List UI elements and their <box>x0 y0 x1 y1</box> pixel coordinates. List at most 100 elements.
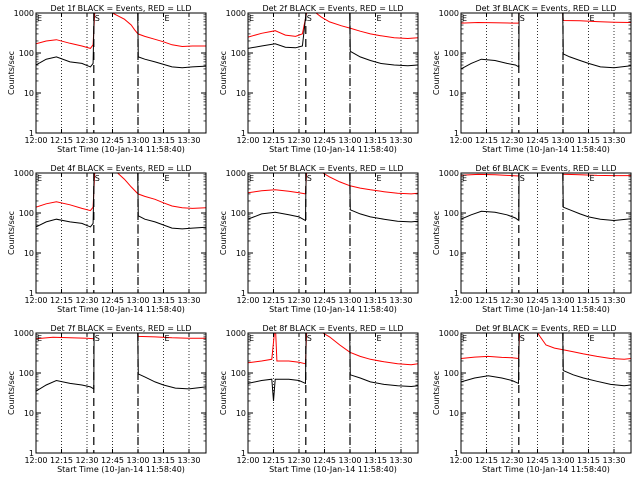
x-tick-label: 13:15 <box>577 456 600 465</box>
y-tick-label: 10 <box>449 249 459 258</box>
lld-series-line <box>461 173 631 177</box>
x-tick-label: 13:00 <box>126 136 149 145</box>
interval-marker-label: S <box>307 334 312 343</box>
interval-marker-label: S <box>307 174 312 183</box>
y-tick-label: 1 <box>241 449 246 458</box>
y-tick-label: 100 <box>231 49 246 58</box>
lld-series-line <box>248 333 418 366</box>
chart-title: Det 2f BLACK = Events, RED = LLD <box>262 4 403 13</box>
x-tick-label: 13:00 <box>551 456 574 465</box>
interval-marker-label: E <box>377 14 382 23</box>
y-tick-label: 1 <box>29 289 34 298</box>
y-tick-label: 1 <box>454 449 459 458</box>
y-axis-label: Counts/sec <box>219 371 228 415</box>
interval-marker-label: S <box>520 334 525 343</box>
x-tick-label: 12:30 <box>75 456 98 465</box>
interval-marker-label: E <box>249 334 254 343</box>
interval-marker-label: E <box>462 334 467 343</box>
x-tick-label: 13:15 <box>577 136 600 145</box>
x-tick-label: 12:00 <box>24 136 47 145</box>
x-tick-label: 12:00 <box>236 296 259 305</box>
y-tick-label: 1000 <box>226 169 246 178</box>
y-axis-label: Counts/sec <box>432 211 441 255</box>
x-tick-label: 13:30 <box>177 136 200 145</box>
y-tick-label: 100 <box>444 369 459 378</box>
x-tick-label: 12:30 <box>500 136 523 145</box>
x-tick-label: 12:15 <box>262 296 285 305</box>
plot-frame <box>247 12 419 134</box>
chart-title: Det 3f BLACK = Events, RED = LLD <box>475 4 616 13</box>
x-tick-label: 13:30 <box>177 296 200 305</box>
events-series-line <box>36 333 206 392</box>
plot-frame <box>35 12 207 134</box>
x-tick-label: 12:00 <box>24 456 47 465</box>
interval-marker-label: E <box>590 174 595 183</box>
x-tick-label: 13:30 <box>389 136 412 145</box>
events-series-line <box>248 13 418 67</box>
chart-title: Det 8f BLACK = Events, RED = LLD <box>262 324 403 333</box>
lld-series-line <box>461 333 631 360</box>
y-tick-label: 1 <box>454 289 459 298</box>
x-tick-label: 12:15 <box>50 296 73 305</box>
x-tick-label: 13:00 <box>338 456 361 465</box>
plot-frame <box>460 12 632 134</box>
y-axis-label: Counts/sec <box>219 51 228 95</box>
interval-marker-label: S <box>95 14 100 23</box>
x-axis-label: Start Time (10-Jan-14 11:58:40) <box>57 465 185 474</box>
x-tick-label: 12:30 <box>287 136 310 145</box>
x-tick-label: 12:15 <box>475 296 498 305</box>
x-tick-label: 12:00 <box>449 136 472 145</box>
x-tick-label: 12:00 <box>236 456 259 465</box>
plot-frame <box>247 172 419 294</box>
x-axis-label: Start Time (10-Jan-14 11:58:40) <box>482 305 610 314</box>
x-axis-label: Start Time (10-Jan-14 11:58:40) <box>57 305 185 314</box>
interval-marker-label: S <box>520 174 525 183</box>
x-tick-label: 12:00 <box>449 456 472 465</box>
x-tick-label: 13:15 <box>364 456 387 465</box>
chart-panel-7: Det 7f BLACK = Events, RED = LLD 12:00 12:… <box>7 324 207 474</box>
x-tick-label: 13:30 <box>602 456 625 465</box>
events-series-line <box>36 13 206 69</box>
chart-panel-8: Det 8f BLACK = Events, RED = LLD 12:00 12:… <box>219 324 419 474</box>
x-tick-label: 12:00 <box>236 136 259 145</box>
x-tick-label: 12:45 <box>313 296 336 305</box>
x-tick-label: 12:15 <box>475 456 498 465</box>
interval-marker-label: E <box>377 334 382 343</box>
events-series-line <box>461 333 631 387</box>
x-tick-label: 12:30 <box>75 296 98 305</box>
y-axis-label: Counts/sec <box>7 371 16 415</box>
y-tick-label: 1000 <box>226 329 246 338</box>
plot-frame <box>35 172 207 294</box>
interval-marker-label: E <box>462 174 467 183</box>
x-tick-label: 12:00 <box>24 296 47 305</box>
y-axis-label: Counts/sec <box>219 211 228 255</box>
y-tick-label: 1 <box>29 449 34 458</box>
y-tick-label: 1000 <box>14 9 34 18</box>
interval-marker-label: E <box>377 174 382 183</box>
x-tick-label: 13:30 <box>602 296 625 305</box>
x-tick-label: 13:30 <box>177 456 200 465</box>
interval-marker-label: E <box>37 334 42 343</box>
x-tick-label: 12:15 <box>50 136 73 145</box>
x-tick-label: 12:15 <box>262 136 285 145</box>
chart-title: Det 7f BLACK = Events, RED = LLD <box>50 324 191 333</box>
plot-frame <box>247 332 419 454</box>
x-tick-label: 12:45 <box>526 456 549 465</box>
x-tick-label: 13:15 <box>577 296 600 305</box>
x-tick-label: 12:00 <box>449 296 472 305</box>
plot-frame <box>460 172 632 294</box>
x-axis-label: Start Time (10-Jan-14 11:58:40) <box>269 305 397 314</box>
y-tick-label: 1 <box>241 289 246 298</box>
x-tick-label: 12:45 <box>313 456 336 465</box>
x-axis-label: Start Time (10-Jan-14 11:58:40) <box>482 465 610 474</box>
y-axis-label: Counts/sec <box>432 371 441 415</box>
x-tick-label: 13:15 <box>364 136 387 145</box>
x-tick-label: 12:30 <box>500 296 523 305</box>
lld-series-line <box>36 333 206 340</box>
chart-title: Det 6f BLACK = Events, RED = LLD <box>475 164 616 173</box>
y-tick-label: 100 <box>19 209 34 218</box>
events-series-line <box>248 333 418 402</box>
